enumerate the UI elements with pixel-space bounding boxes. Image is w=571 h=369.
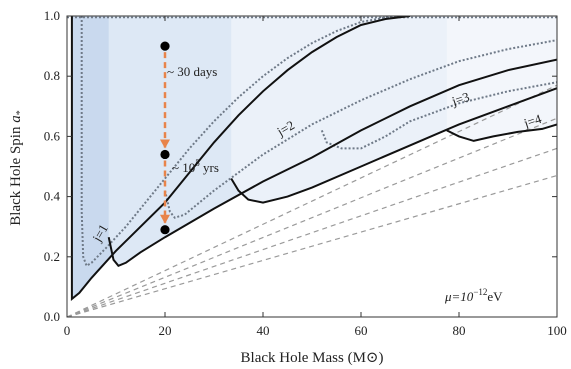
dotted-curves-layer <box>67 16 557 268</box>
label-j4: j=4 <box>521 111 544 131</box>
arrow-head-2 <box>160 214 170 224</box>
boundary-j=1 <box>70 16 411 301</box>
arrow-head-1 <box>160 139 170 149</box>
y-tick-label: 0.0 <box>44 309 60 324</box>
region-j=4 <box>446 16 557 141</box>
reference-line-2 <box>67 117 557 317</box>
plot-frame <box>66 15 558 318</box>
x-tick-label: 0 <box>64 323 71 338</box>
points-layer <box>160 41 170 235</box>
mu-parameter-label: μ=10−12eV <box>444 287 503 304</box>
boundaries-layer <box>70 16 557 301</box>
annotation-1e5-years: ~ 105 yrs <box>172 158 219 175</box>
data-point-1 <box>160 41 170 51</box>
y-tick-label: 0.8 <box>44 68 60 83</box>
boundary-j=2 <box>107 58 557 268</box>
x-axis-label: Black Hole Mass (M⊙) <box>241 350 384 366</box>
x-tick-label: 100 <box>547 323 567 338</box>
data-point-3 <box>160 225 170 235</box>
label-j3: j=3 <box>449 89 471 109</box>
dotted-curve-2 <box>164 39 557 219</box>
y-tick-label: 0.2 <box>44 249 60 264</box>
reference-lines-layer <box>67 84 557 317</box>
data-point-2 <box>160 149 170 160</box>
reference-line-4 <box>67 174 557 317</box>
boundary-j=3 <box>230 87 557 204</box>
reference-line-1 <box>67 84 557 317</box>
x-tick-label: 40 <box>257 323 270 338</box>
y-axis-label: Black Hole Spin a* <box>8 110 26 225</box>
dotted-curve-1 <box>80 16 411 268</box>
y-tick-label: 1.0 <box>44 8 60 23</box>
x-tick-label: 60 <box>355 323 368 338</box>
y-tick-label: 0.6 <box>44 128 61 143</box>
ticks-layer: 0 20 40 60 80 100 0.0 0.2 0.4 0.6 0.8 1.0 <box>44 8 567 338</box>
arrows-layer <box>160 52 170 224</box>
x-tick-label: 20 <box>159 323 172 338</box>
annotation-30-days: ~ 30 days <box>167 64 217 79</box>
y-tick-label: 0.4 <box>44 189 61 204</box>
boundary-j=4 <box>446 123 557 142</box>
regions-layer <box>71 16 557 299</box>
x-tick-label: 80 <box>453 323 466 338</box>
